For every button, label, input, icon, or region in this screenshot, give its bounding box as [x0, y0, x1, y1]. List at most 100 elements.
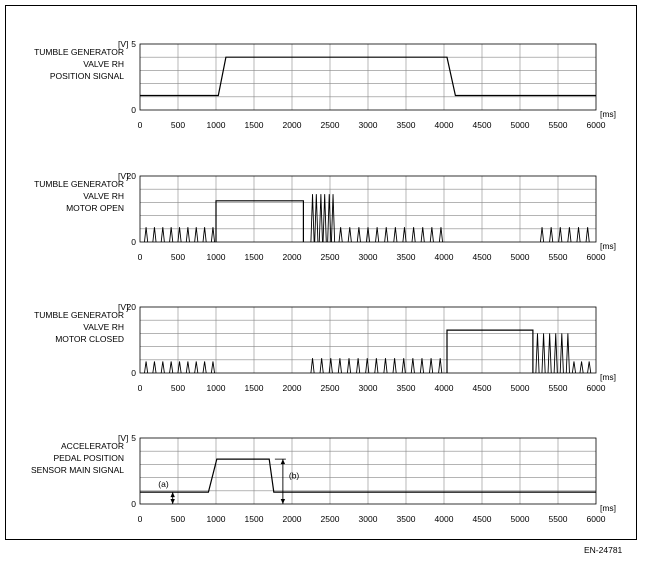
y-tick-label: 20 [127, 171, 137, 181]
x-tick-label: 3500 [397, 383, 416, 393]
pulse-spike [177, 361, 182, 374]
pulse-spike [576, 227, 581, 243]
plot-area [139, 437, 597, 505]
x-tick-label: 1000 [207, 514, 226, 524]
x-tick-label: 2000 [283, 252, 302, 262]
signal-trace [140, 458, 596, 493]
x-tick-label: 6000 [587, 252, 606, 262]
pulse-spike [338, 227, 343, 243]
pulse-spike [144, 227, 149, 243]
chart-panel-4 [139, 437, 597, 505]
x-tick-label: 5500 [549, 514, 568, 524]
pulse-spike [383, 358, 388, 374]
pulse-spike [565, 333, 570, 374]
signal-trace [215, 200, 304, 242]
x-tick-label: 6000 [587, 383, 606, 393]
plot-area [139, 306, 597, 374]
pulse-spike [401, 358, 406, 374]
y-tick-label: 0 [131, 237, 136, 247]
chart-panel-2 [139, 175, 597, 243]
arrow-head [280, 499, 286, 504]
x-tick-label: 5000 [511, 514, 530, 524]
pulse-spike [384, 227, 389, 243]
chart-panel-1 [139, 43, 597, 111]
y-tick-label: 0 [131, 105, 136, 115]
pulse-spike [330, 194, 336, 243]
arrow-head [170, 499, 175, 504]
y-axis-unit: [V] [118, 171, 128, 181]
x-tick-label: 4500 [473, 120, 492, 130]
pulse-spike [587, 361, 592, 374]
x-tick-label: 3000 [359, 120, 378, 130]
x-tick-label: 4000 [435, 514, 454, 524]
x-tick-label: 2000 [283, 383, 302, 393]
pulse-spike [185, 361, 190, 374]
pulse-spike [160, 361, 165, 374]
x-tick-label: 2500 [321, 514, 340, 524]
pulse-spike [169, 361, 174, 374]
annotation-label: (a) [158, 479, 169, 489]
pulse-spike [375, 227, 380, 243]
pulse-spike [535, 333, 540, 374]
x-tick-label: 500 [171, 383, 185, 393]
y-axis-unit: [V] [118, 302, 128, 312]
x-tick-label: 5000 [511, 383, 530, 393]
x-tick-label: 1500 [245, 252, 264, 262]
pulse-spike [392, 358, 397, 374]
pulse-spike [310, 358, 315, 374]
channel-label: VALVE RH [83, 322, 124, 332]
x-tick-label: 3500 [397, 252, 416, 262]
pulse-spike [558, 227, 563, 243]
x-tick-label: 500 [171, 514, 185, 524]
pulse-spike [553, 333, 558, 374]
x-tick-label: 5000 [511, 120, 530, 130]
x-tick-label: 4500 [473, 514, 492, 524]
pulse-spike [210, 361, 216, 374]
x-tick-label: 5000 [511, 252, 530, 262]
pulse-spike [438, 227, 444, 243]
y-tick-label: 5 [131, 39, 136, 49]
x-tick-label: 4500 [473, 383, 492, 393]
pulse-spike [169, 227, 174, 243]
pulse-spike [402, 227, 407, 243]
x-tick-label: 2500 [321, 383, 340, 393]
x-tick-label: 6000 [587, 514, 606, 524]
figure-id: EN-24781 [584, 545, 623, 555]
pulse-spike [438, 358, 443, 374]
pulse-spike [539, 227, 545, 243]
pulse-spike [347, 227, 352, 243]
pulse-spike [177, 227, 182, 243]
pulse-spike [152, 227, 157, 243]
annotation-label: (b) [289, 471, 300, 481]
pulse-spike [559, 333, 564, 374]
pulse-spike [374, 358, 379, 374]
x-tick-label: 3500 [397, 514, 416, 524]
pulse-spike [337, 358, 342, 374]
pulse-spike [322, 194, 327, 243]
x-tick-label: 4000 [435, 252, 454, 262]
y-axis-unit: [V] [118, 433, 128, 443]
pulse-spike [210, 227, 216, 243]
x-tick-label: 1500 [245, 514, 264, 524]
pulse-spike [202, 361, 207, 374]
figure-frame [5, 5, 637, 540]
pulse-spike [567, 227, 572, 243]
y-axis-unit: [V] [118, 39, 128, 49]
arrow-head [280, 459, 286, 465]
x-axis-unit: [ms] [600, 241, 616, 251]
pulse-spike [365, 227, 371, 243]
x-tick-label: 1000 [207, 252, 226, 262]
channel-label: TUMBLE GENERATOR [34, 310, 124, 320]
pulse-spike [356, 358, 361, 374]
pulse-spike [549, 227, 554, 243]
pulse-spike [328, 358, 333, 374]
pulse-spike [419, 358, 425, 374]
x-tick-label: 0 [138, 252, 143, 262]
x-tick-label: 4000 [435, 120, 454, 130]
x-tick-label: 3000 [359, 514, 378, 524]
pulse-spike [152, 361, 157, 374]
x-tick-label: 500 [171, 252, 185, 262]
channel-label: PEDAL POSITION [53, 453, 124, 463]
signal-trace [446, 329, 534, 373]
